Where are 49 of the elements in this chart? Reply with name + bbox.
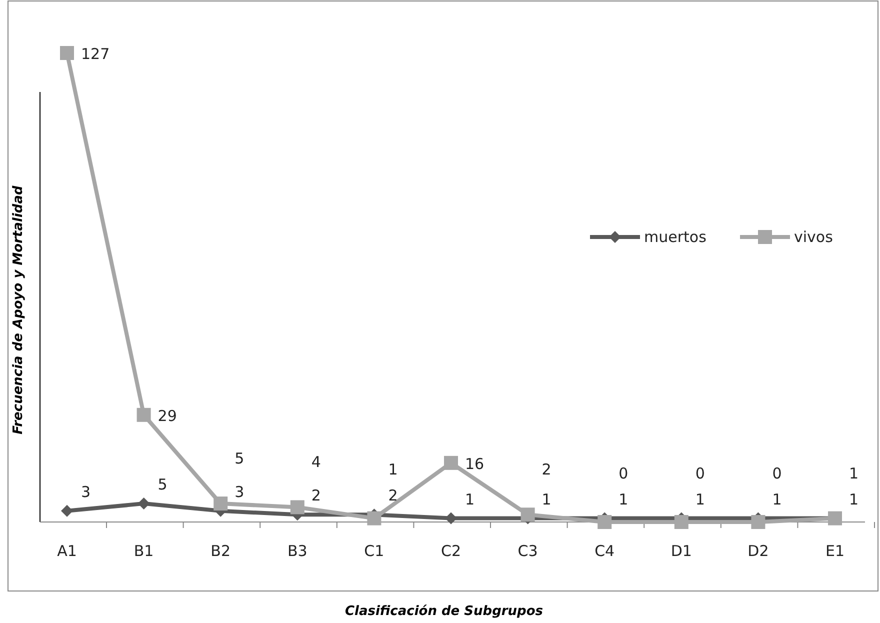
x-tick-label: C4 [594,542,615,560]
x-tick-label: C2 [440,542,462,560]
x-tick-label: A1 [57,542,77,560]
x-tick-label: D1 [670,542,692,560]
data-label: 2 [542,460,552,479]
point [598,515,612,529]
point [444,456,458,470]
point [214,496,228,511]
point [367,511,382,526]
data-label: 1 [849,464,859,482]
point [674,515,688,529]
point [138,498,150,510]
point [751,515,766,529]
x-axis-title: Clasificación de Subgrupos [344,604,544,619]
point [290,500,304,514]
x-tick-label: B2 [210,542,231,560]
x-tick-label: B1 [134,542,154,560]
data-label: 1 [772,490,782,508]
data-label: 127 [81,45,110,63]
point [445,512,457,524]
data-label: 1 [542,490,552,508]
data-label: 1 [695,490,705,508]
x-tick-label: B3 [287,542,308,560]
data-label: 1 [849,490,859,508]
data-label: 3 [81,482,91,501]
point [136,408,151,422]
y-axis-title: Frecuencia de Apoyo y Mortalidad [11,185,26,434]
data-label: 1 [465,490,475,508]
legend-label: muertos [644,228,707,246]
x-tick-label: E1 [825,542,845,560]
data-label: 0 [618,464,628,482]
x-tick-label: D2 [748,542,769,560]
data-label: 1 [618,490,628,508]
data-label: 2 [388,486,398,505]
x-tick-label: C3 [518,542,538,560]
x-tick-label: C1 [364,542,384,560]
data-label: 3 [234,482,244,501]
data-label: 4 [311,453,321,472]
data-label: 16 [465,454,484,473]
data-label: 2 [311,486,321,505]
data-label: 5 [234,450,244,468]
data-label: 0 [695,464,705,482]
legend-label: vivos [794,228,834,246]
data-label: 5 [158,476,168,494]
point [61,504,73,517]
data-label: 1 [388,460,398,479]
data-label: 0 [772,464,782,482]
point [60,46,74,60]
data-label: 29 [158,406,177,425]
